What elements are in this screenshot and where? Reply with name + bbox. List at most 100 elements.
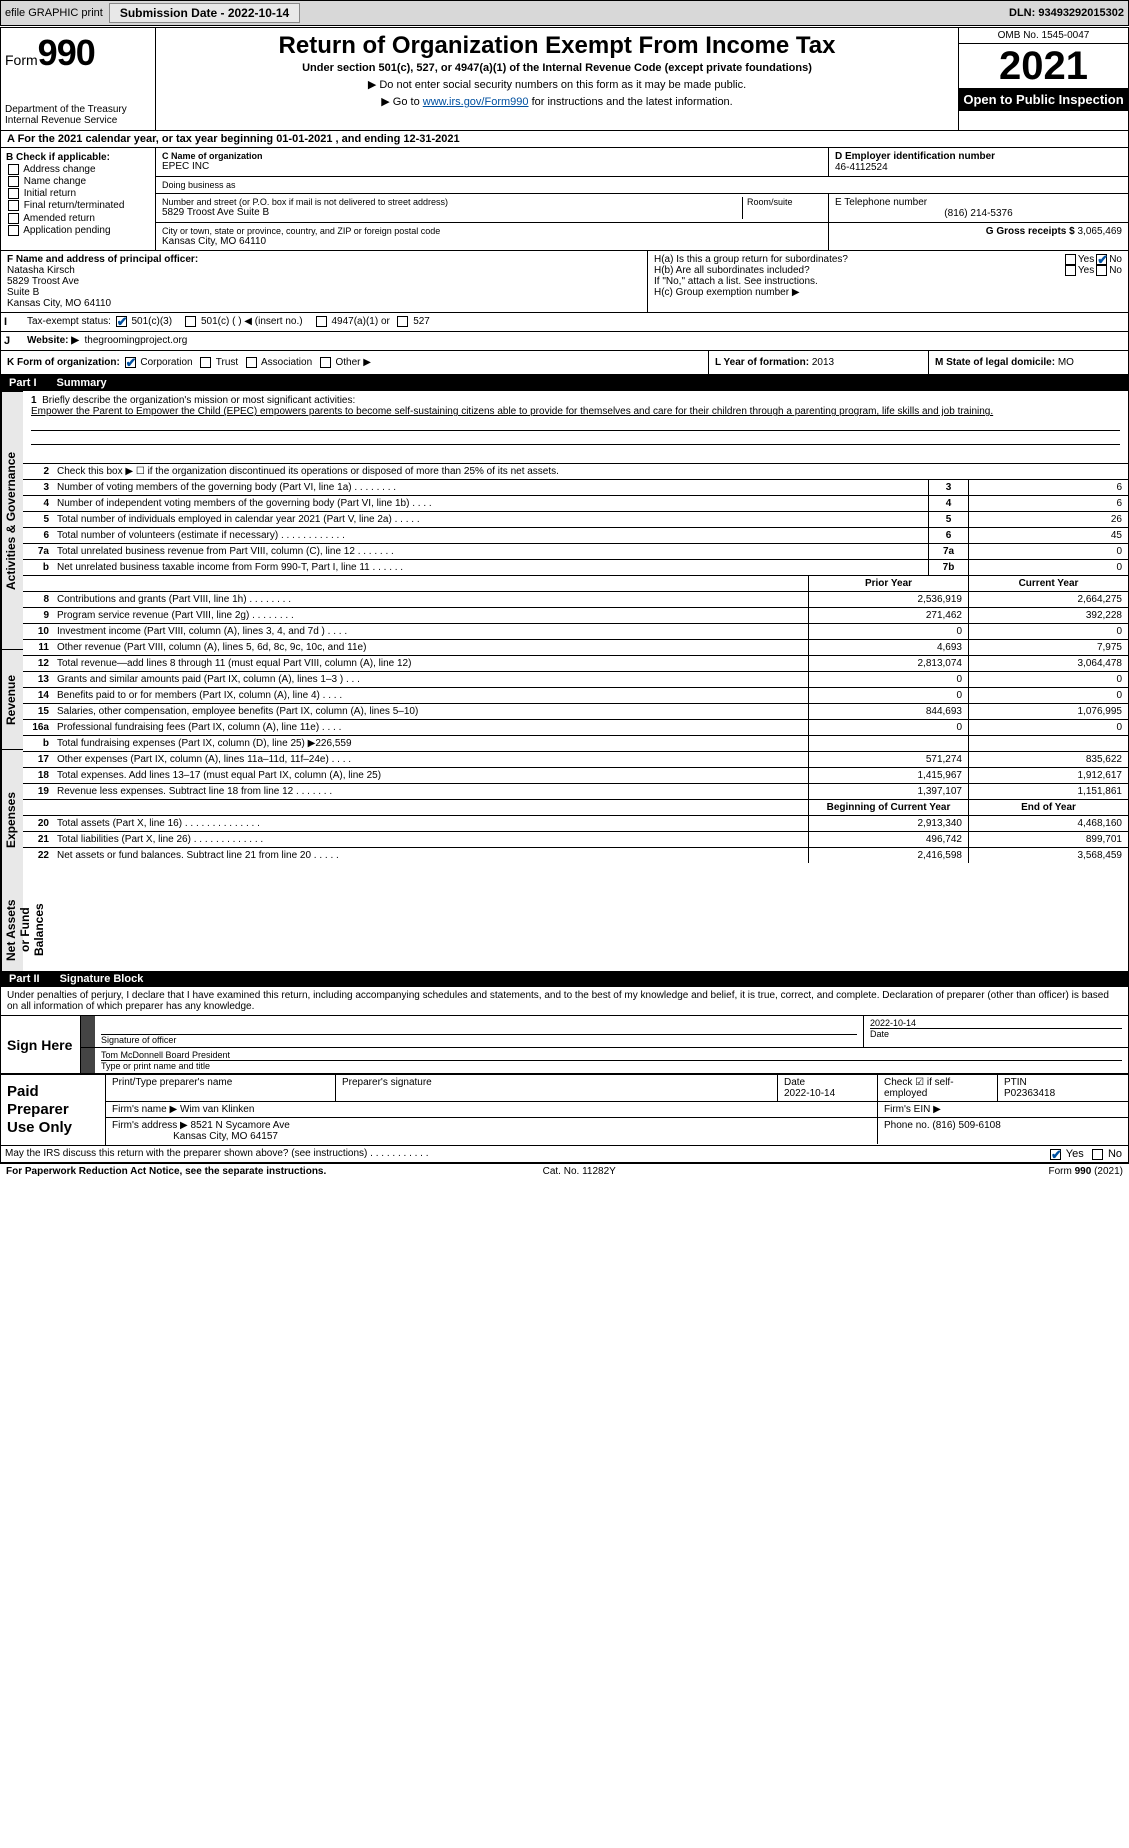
prep-phone-label: Phone no. — [884, 1120, 930, 1131]
cb-amended[interactable]: Amended return — [6, 213, 150, 224]
dba-cell: Doing business as — [156, 177, 828, 193]
submission-date-button[interactable]: Submission Date - 2022-10-14 — [109, 3, 300, 23]
may-irs-text: May the IRS discuss this return with the… — [1, 1146, 968, 1162]
form-org-label: K Form of organization: — [7, 357, 120, 368]
table-row: 4Number of independent voting members of… — [23, 496, 1128, 512]
table-row: 9Program service revenue (Part VIII, lin… — [23, 608, 1128, 624]
org-name: EPEC INC — [162, 161, 822, 172]
mission-label: Briefly describe the organization's miss… — [42, 395, 355, 406]
mission-block: 1 Briefly describe the organization's mi… — [23, 391, 1128, 464]
prep-date-hdr: Date — [784, 1077, 805, 1088]
table-row: 3Number of voting members of the governi… — [23, 480, 1128, 496]
officer-label: F Name and address of principal officer: — [7, 254, 198, 265]
cb-501c3[interactable] — [116, 316, 127, 327]
cb-final-return[interactable]: Final return/terminated — [6, 200, 150, 211]
ha-yes[interactable] — [1065, 254, 1076, 265]
ha-no[interactable] — [1096, 254, 1107, 265]
table-row: 11Other revenue (Part VIII, column (A), … — [23, 640, 1128, 656]
table-row: 21Total liabilities (Part X, line 26) . … — [23, 832, 1128, 848]
prior-year-hdr: Prior Year — [808, 576, 968, 591]
sig-arrow-icon — [81, 1016, 95, 1047]
prep-phone: (816) 509-6108 — [932, 1120, 1000, 1131]
ha-label: H(a) Is this a group return for subordin… — [654, 254, 1063, 265]
hb-yes[interactable] — [1065, 265, 1076, 276]
cb-527[interactable] — [397, 316, 408, 327]
table-row: 8Contributions and grants (Part VIII, li… — [23, 592, 1128, 608]
org-name-cell: C Name of organization EPEC INC — [156, 148, 828, 176]
may-irs-no[interactable] — [1092, 1149, 1103, 1160]
city-cell: City or town, state or province, country… — [156, 223, 828, 250]
room-label: Room/suite — [747, 197, 822, 207]
form-id-cell: Form990 Department of the Treasury Inter… — [1, 28, 156, 130]
line-2: Check this box ▶ ☐ if the organization d… — [53, 464, 1128, 479]
sd-value: MO — [1058, 357, 1074, 368]
table-row: 12Total revenue—add lines 8 through 11 (… — [23, 656, 1128, 672]
phone-label: E Telephone number — [835, 197, 1122, 208]
vtab-activities: Activities & Governance — [1, 391, 23, 649]
gross-cell: G Gross receipts $ 3,065,469 — [828, 223, 1128, 250]
officer-name: Natasha Kirsch — [7, 265, 641, 276]
section-fgh: F Name and address of principal officer:… — [1, 251, 1128, 313]
table-row: 14Benefits paid to or for members (Part … — [23, 688, 1128, 704]
line-1-num: 1 — [31, 395, 37, 406]
table-row: bTotal fundraising expenses (Part IX, co… — [23, 736, 1128, 752]
table-row: 19Revenue less expenses. Subtract line 1… — [23, 784, 1128, 800]
part-i-body: Activities & Governance Revenue Expenses… — [1, 391, 1128, 971]
irs-link[interactable]: www.irs.gov/Form990 — [423, 96, 529, 108]
table-row: 6Total number of volunteers (estimate if… — [23, 528, 1128, 544]
paid-preparer-label: Paid Preparer Use Only — [1, 1075, 106, 1145]
row-a-text: A For the 2021 calendar year, or tax yea… — [7, 133, 460, 145]
may-irs-row: May the IRS discuss this return with the… — [1, 1145, 1128, 1163]
officer-addr3: Kansas City, MO 64110 — [7, 298, 641, 309]
cb-assoc[interactable] — [246, 357, 257, 368]
form-header-row: Form990 Department of the Treasury Inter… — [1, 28, 1128, 131]
form-title: Return of Organization Exempt From Incom… — [162, 32, 952, 60]
row-j: J Website: ▶ thegroomingproject.org — [1, 332, 1128, 351]
cb-name-change[interactable]: Name change — [6, 176, 150, 187]
part-i-title: Summary — [57, 377, 107, 389]
cb-app-pending[interactable]: Application pending — [6, 225, 150, 236]
firm-city: Kansas City, MO 64157 — [173, 1131, 278, 1142]
cb-other[interactable] — [320, 357, 331, 368]
sign-here-row: Sign Here Signature of officer 2022-10-1… — [1, 1016, 1128, 1074]
table-row: 15Salaries, other compensation, employee… — [23, 704, 1128, 720]
self-employed-cell: Check ☑ if self-employed — [878, 1075, 998, 1101]
ptin-label: PTIN — [1004, 1077, 1027, 1088]
cb-501c[interactable] — [185, 316, 196, 327]
dba-label: Doing business as — [162, 180, 822, 190]
may-irs-yes[interactable] — [1050, 1149, 1061, 1160]
summary-lines: 1 Briefly describe the organization's mi… — [23, 391, 1128, 971]
ptin-value: P02363418 — [1004, 1088, 1055, 1099]
yf-value: 2013 — [812, 357, 834, 368]
cb-corp[interactable] — [125, 357, 136, 368]
cb-trust[interactable] — [200, 357, 211, 368]
mission-text: Empower the Parent to Empower the Child … — [31, 406, 993, 417]
firm-name: Wim van Klinken — [180, 1104, 254, 1115]
sig-arrow-icon-2 — [81, 1048, 95, 1073]
table-row: 5Total number of individuals employed in… — [23, 512, 1128, 528]
table-row: 16aProfessional fundraising fees (Part I… — [23, 720, 1128, 736]
sig-date-cell: 2022-10-14 Date — [864, 1016, 1128, 1047]
sig-officer-label: Signature of officer — [101, 1034, 857, 1045]
gross-label: G Gross receipts $ — [986, 226, 1075, 237]
firm-ein-label: Firm's EIN ▶ — [878, 1102, 1128, 1117]
table-row: 10Investment income (Part VIII, column (… — [23, 624, 1128, 640]
group-return-cell: H(a) Is this a group return for subordin… — [648, 251, 1128, 312]
form-note-ssn: ▶ Do not enter social security numbers o… — [162, 78, 952, 91]
row-klm: K Form of organization: Corporation Trus… — [1, 351, 1128, 375]
cb-4947[interactable] — [316, 316, 327, 327]
form-990: Form990 Department of the Treasury Inter… — [0, 27, 1129, 1164]
part-ii-header: Part II Signature Block — [1, 971, 1128, 987]
signature-declaration: Under penalties of perjury, I declare th… — [1, 987, 1128, 1016]
cb-initial-return[interactable]: Initial return — [6, 188, 150, 199]
vtab-expenses: Expenses — [1, 749, 23, 889]
officer-addr2: Suite B — [7, 287, 641, 298]
principal-officer-cell: F Name and address of principal officer:… — [1, 251, 648, 312]
gross-value: 3,065,469 — [1078, 226, 1123, 237]
cb-address-change[interactable]: Address change — [6, 164, 150, 175]
hb-no[interactable] — [1096, 265, 1107, 276]
open-public-inspection: Open to Public Inspection — [959, 89, 1128, 111]
table-row: 13Grants and similar amounts paid (Part … — [23, 672, 1128, 688]
ein-cell: D Employer identification number 46-4112… — [828, 148, 1128, 176]
name-title-value: Tom McDonnell Board President — [101, 1050, 1122, 1060]
